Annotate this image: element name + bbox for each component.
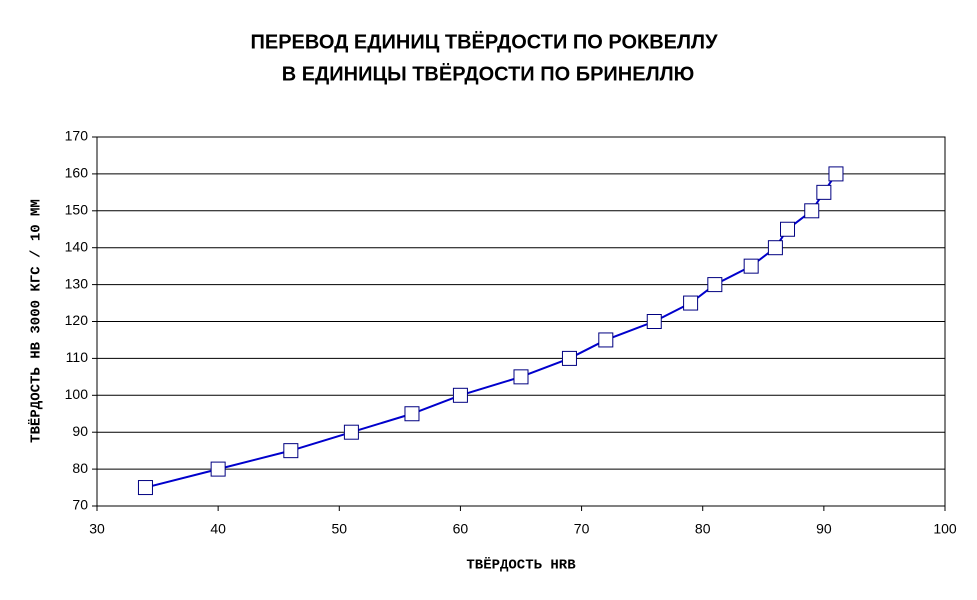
data-point [646,314,662,329]
y-tick-label: 160 [65,165,89,181]
chart-title: В ЕДИНИЦЫ ТВЁРДОСТИ ПО БРИНЕЛЛЮ [282,62,695,85]
y-tick-label: 130 [65,275,89,291]
data-point [513,369,529,385]
data-point [804,203,820,219]
data-point [816,184,832,200]
data-point [707,277,723,293]
y-tick-label: 140 [65,238,89,254]
y-tick-label: 90 [72,423,88,439]
x-tick-label: 70 [574,521,590,537]
y-tick-label: 70 [72,497,88,513]
y-tick-label: 120 [65,312,89,328]
x-tick-label: 60 [453,521,469,537]
data-point [210,461,226,477]
data-point [343,424,359,440]
y-tick-label: 170 [65,128,89,144]
data-point [452,387,468,403]
data-point [404,406,420,422]
y-tick-label: 100 [65,386,89,402]
chart-title: ПЕРЕВОД ЕДИНИЦ ТВЁРДОСТИ ПО РОКВЕЛЛУ [250,30,718,53]
data-point [137,480,153,496]
x-tick-label: 90 [816,521,832,537]
y-tick-label: 110 [66,349,89,365]
x-tick-label: 100 [933,521,957,537]
x-tick-label: 80 [695,521,711,537]
series-line [145,173,837,489]
data-point [780,221,796,237]
data-point [767,240,783,256]
x-tick-label: 30 [89,521,105,537]
data-point [683,295,699,311]
y-tick-label: 80 [72,460,88,476]
data-point [743,258,759,274]
x-tick-label: 40 [210,521,226,537]
data-point [598,332,614,348]
data-point [828,166,844,182]
data-point [561,350,577,366]
x-axis-label: ТВЁРДОСТЬ HRB [466,557,576,574]
y-tick-label: 150 [65,202,89,218]
x-tick-label: 50 [331,521,347,537]
data-point [283,443,299,459]
y-axis-label: ТВЁРДОСТЬ HB 3000 КГС / 10 ММ [28,199,45,443]
